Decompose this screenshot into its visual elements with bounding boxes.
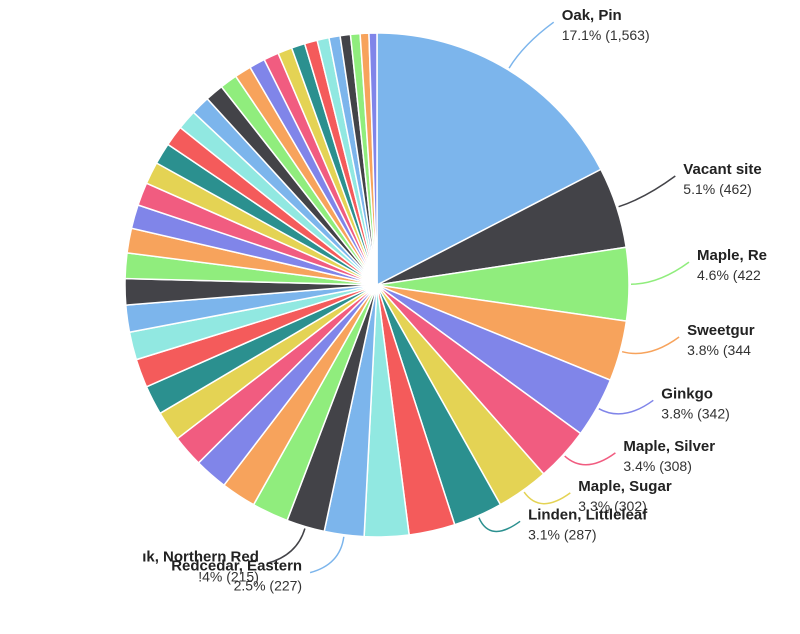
slice-label-value: 3.4% (308) — [623, 458, 691, 474]
label-connector — [478, 517, 521, 533]
label-connector — [618, 175, 676, 208]
slice-label-name: Ginkgo — [661, 385, 713, 402]
slice-label-name: Linden, Littleleaf — [528, 506, 648, 523]
label-connector — [508, 21, 555, 69]
label-connector — [309, 536, 345, 574]
slice-labels: Oak, Pin 17.1% (1,563) Vacant site 5.1% (46… — [142, 7, 767, 593]
slice-label-name: ık, Northern Red — [142, 548, 259, 565]
slice-label-value: 3.1% (287) — [528, 526, 596, 542]
pie-slice[interactable] — [376, 32, 602, 287]
slice-label-name: Vacant site — [683, 161, 761, 178]
slice-label-value: 5.1% (462) — [683, 181, 751, 197]
label-connector — [266, 528, 306, 565]
slice-label-name: Redcedar, Eastern — [171, 558, 302, 575]
label-connector — [621, 336, 680, 355]
slice-label-value: 4.6% (422 — [697, 267, 761, 283]
label-connector — [564, 452, 616, 466]
pie-slices — [124, 32, 630, 538]
label-connector — [523, 491, 571, 505]
slice-label-value: !4% (215) — [198, 568, 259, 584]
slice-label-value: 3.8% (342) — [661, 405, 729, 421]
label-connector — [598, 399, 654, 415]
slice-label-name: Sweetgur — [687, 322, 755, 339]
slice-label-name: Maple, Silver — [623, 438, 715, 455]
label-connectors — [266, 21, 690, 574]
slice-label-value: 2.5% (227) — [234, 578, 302, 594]
slice-label-value: 3.8% (344 — [687, 342, 751, 358]
slice-label-value: 3.3% (302) — [578, 498, 646, 514]
slice-label-value: 17.1% (1,563) — [562, 27, 650, 43]
slice-label-name: Maple, Re — [697, 247, 767, 264]
slice-label-name: Oak, Pin — [562, 7, 622, 24]
pie-slice[interactable] — [368, 32, 378, 286]
label-connector — [630, 261, 690, 285]
slice-label-name: Maple, Sugar — [578, 478, 672, 495]
